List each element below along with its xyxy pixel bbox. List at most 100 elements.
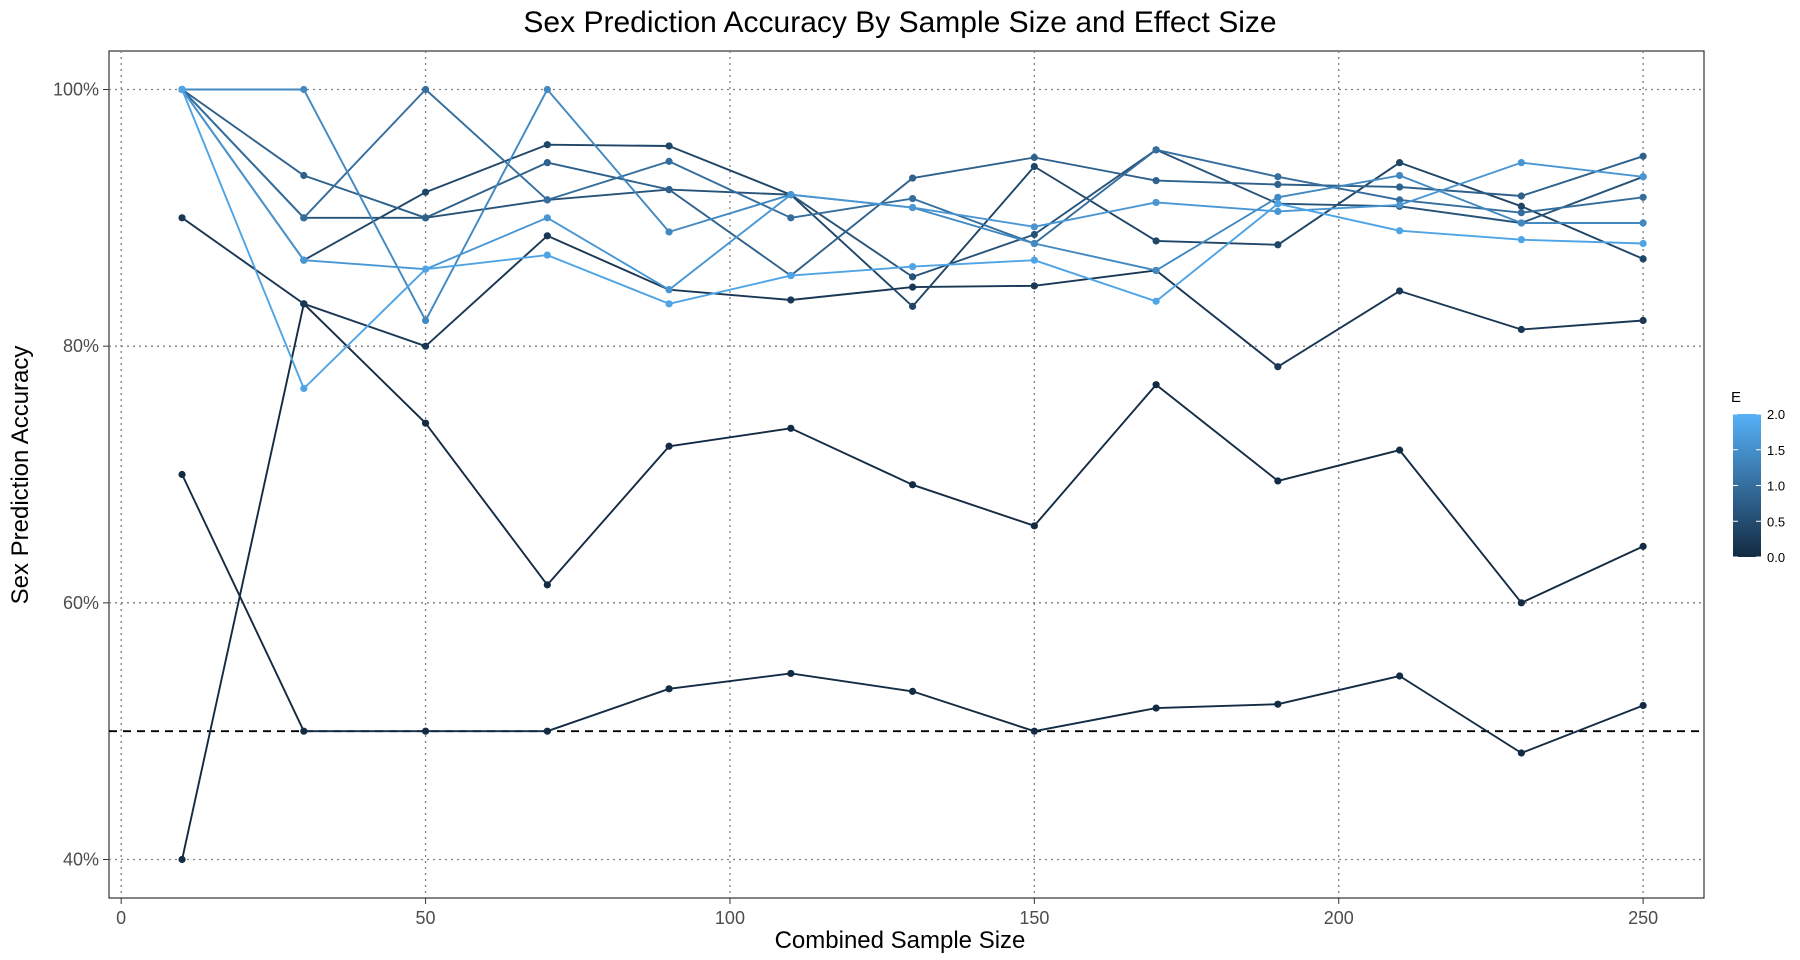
data-point <box>543 232 551 240</box>
data-point <box>908 481 917 489</box>
y-tick-label: 100% <box>53 80 99 100</box>
legend-ticks: 0.0 0.5 1.0 1.5 2.0 <box>1733 407 1785 565</box>
legend-tick-label: 1.5 <box>1767 443 1785 458</box>
data-point <box>178 85 186 94</box>
data-point <box>300 214 308 222</box>
data-point <box>1517 159 1525 167</box>
data-point <box>421 214 430 222</box>
data-point <box>1639 239 1647 248</box>
data-point <box>908 273 917 281</box>
data-point <box>1639 152 1647 160</box>
data-point <box>178 855 186 864</box>
data-point <box>1030 522 1038 530</box>
y-axis-ticks: 40% 60% 80% 100% <box>53 80 109 870</box>
legend-tick-label: 0.0 <box>1767 550 1785 565</box>
data-point <box>665 228 673 236</box>
data-point <box>1517 599 1525 607</box>
data-point <box>1274 193 1282 201</box>
data-point <box>1517 325 1525 334</box>
data-point <box>1152 266 1160 275</box>
data-point <box>908 174 917 182</box>
x-tick-label: 100 <box>715 908 745 928</box>
data-point <box>421 188 430 196</box>
series-3 <box>178 214 1647 371</box>
data-point <box>1396 672 1404 680</box>
series-6 <box>178 85 1647 280</box>
data-point <box>1396 183 1404 191</box>
data-point <box>1396 201 1404 209</box>
data-point <box>1517 236 1525 244</box>
series-10 <box>178 85 1647 393</box>
data-point <box>908 687 917 695</box>
data-point <box>1517 192 1525 200</box>
data-point <box>1639 542 1647 550</box>
data-point <box>1274 700 1282 708</box>
data-point <box>1152 198 1160 207</box>
data-point <box>421 727 430 735</box>
data-point <box>1274 180 1282 189</box>
legend-tick-label: 1.0 <box>1767 479 1785 494</box>
data-point <box>421 265 430 273</box>
data-point <box>1274 241 1282 249</box>
data-point <box>178 470 186 479</box>
data-point <box>543 214 551 222</box>
data-point <box>908 194 917 203</box>
data-point <box>300 171 308 180</box>
data-point <box>665 186 673 194</box>
y-tick-label: 80% <box>63 336 99 356</box>
data-point <box>543 85 551 94</box>
data-point <box>908 283 917 291</box>
y-axis-title: Sex Prediction Accuracy <box>7 346 34 605</box>
data-point <box>1396 287 1404 295</box>
data-point <box>1030 239 1038 248</box>
data-point <box>421 419 430 427</box>
data-point <box>1396 159 1404 167</box>
plot-panel-border <box>108 50 1705 899</box>
legend-title: E <box>1731 389 1741 406</box>
data-point <box>787 191 795 199</box>
data-point <box>1396 227 1404 235</box>
data-point <box>1274 173 1282 181</box>
series-5 <box>178 85 1647 281</box>
data-point <box>908 302 917 310</box>
data-point <box>1396 171 1404 180</box>
data-point <box>1030 256 1038 264</box>
series-line <box>181 89 1644 390</box>
data-point <box>665 142 673 150</box>
data-point <box>1274 200 1282 208</box>
data-point <box>1152 177 1160 185</box>
x-axis-ticks: 0 50 100 150 200 250 <box>116 898 1658 928</box>
data-point <box>300 727 308 735</box>
data-point <box>1639 173 1647 181</box>
data-point <box>787 424 795 432</box>
data-point <box>1030 153 1038 162</box>
y-tick-label: 60% <box>63 593 99 613</box>
x-tick-label: 200 <box>1324 908 1354 928</box>
data-point <box>1152 237 1160 245</box>
data-point <box>1639 316 1647 325</box>
data-point <box>908 203 917 212</box>
legend: E 0.0 0.5 1.0 1.5 2.0 <box>1731 389 1785 565</box>
x-tick-label: 250 <box>1628 908 1658 928</box>
series-4 <box>178 85 1647 310</box>
data-point <box>1396 446 1404 454</box>
data-point <box>1274 207 1282 216</box>
series-line <box>181 474 1644 754</box>
data-point <box>1517 202 1525 210</box>
grid <box>109 51 1704 898</box>
data-point <box>543 159 551 167</box>
series-line <box>181 302 1644 860</box>
data-point <box>543 141 551 149</box>
data-point <box>543 251 551 259</box>
data-point <box>1639 255 1647 263</box>
data-point <box>787 271 795 280</box>
data-point <box>1152 381 1160 389</box>
data-point <box>1152 297 1160 305</box>
data-point <box>1030 223 1038 231</box>
data-point <box>421 316 430 325</box>
data-point <box>1639 701 1647 710</box>
data-point <box>178 214 186 222</box>
data-point <box>421 342 430 350</box>
data-point <box>421 85 430 94</box>
